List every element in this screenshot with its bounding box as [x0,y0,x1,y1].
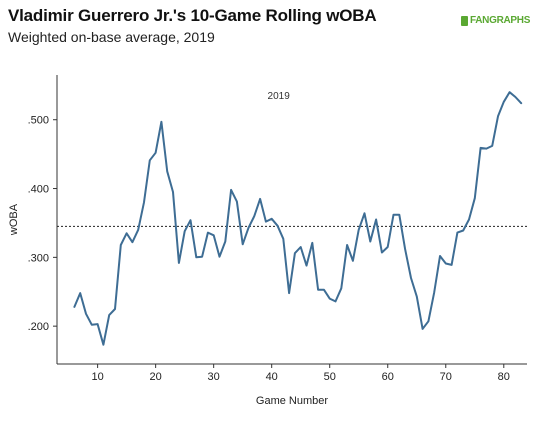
y-tick-label: .500 [28,115,49,127]
season-annotation: 2019 [268,91,291,102]
y-tick-label: .300 [28,252,49,264]
chart-title: Vladimir Guerrero Jr.'s 10-Game Rolling … [8,6,377,25]
x-tick-label: 30 [208,371,220,383]
fangraphs-logo: FANGRAPHS [461,15,530,26]
fangraphs-logo-text: FANGRAPHS [470,15,531,26]
fangraphs-logo-icon [461,15,468,26]
x-tick-label: 60 [382,371,394,383]
x-tick-label: 20 [150,371,162,383]
x-tick-label: 70 [440,371,452,383]
x-axis-title: Game Number [256,395,328,407]
x-tick-label: 40 [266,371,278,383]
y-tick-label: .200 [28,321,49,333]
y-axis-title: wOBA [8,203,20,236]
x-tick-label: 80 [498,371,510,383]
chart-subtitle: Weighted on-base average, 2019 [8,29,215,45]
x-tick-label: 50 [324,371,336,383]
y-tick-label: .400 [28,184,49,196]
woba-series-line [73,91,523,346]
x-tick-label: 10 [91,371,103,383]
